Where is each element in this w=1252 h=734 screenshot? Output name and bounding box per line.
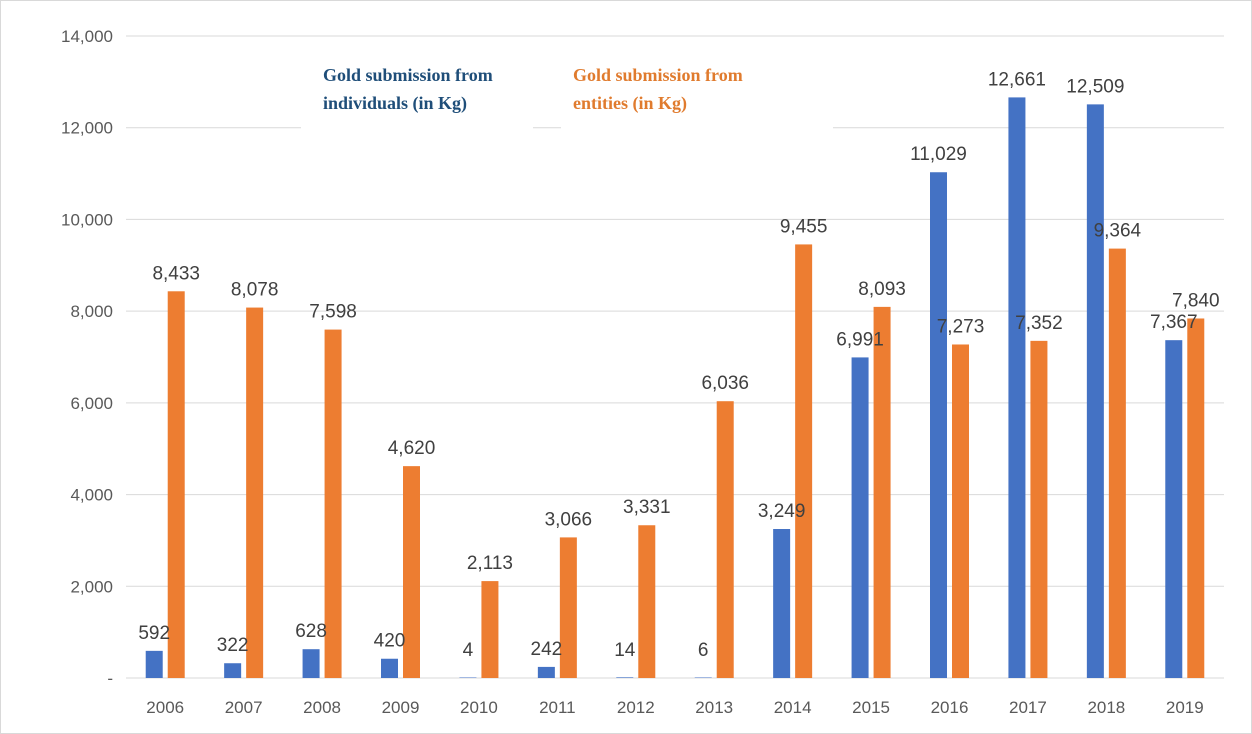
x-tick-label: 2006 — [146, 698, 184, 717]
data-label-individuals: 628 — [295, 621, 327, 642]
x-tick-label: 2014 — [774, 698, 812, 717]
bar-individuals — [1086, 104, 1104, 679]
y-tick-label: 14,000 — [61, 27, 113, 46]
data-label-entities: 3,066 — [545, 509, 593, 530]
bar-individuals — [694, 677, 712, 678]
x-tick-label: 2010 — [460, 698, 498, 717]
data-label-individuals: 3,249 — [758, 501, 806, 522]
x-tick-label: 2019 — [1166, 698, 1204, 717]
data-label-entities: 2,113 — [467, 553, 513, 574]
data-label-entities: 8,078 — [231, 280, 279, 301]
x-tick-label: 2007 — [225, 698, 263, 717]
legend: Gold submission from individuals (in Kg)… — [301, 53, 833, 133]
legend-individuals-line2: individuals (in Kg) — [323, 93, 467, 114]
bar-entities — [246, 307, 264, 678]
x-tick-label: 2009 — [382, 698, 420, 717]
bar-entities — [638, 525, 656, 678]
x-tick-label: 2011 — [539, 698, 576, 717]
y-tick-label: 8,000 — [70, 302, 113, 321]
data-label-entities: 9,364 — [1094, 221, 1142, 242]
x-tick-label: 2008 — [303, 698, 341, 717]
y-tick-label: 2,000 — [70, 577, 113, 596]
data-label-entities: 7,840 — [1172, 290, 1220, 311]
bar-individuals — [381, 658, 398, 678]
bar-entities — [167, 291, 185, 678]
bar-individuals — [930, 172, 947, 678]
bar-entities — [1030, 340, 1048, 678]
y-tick-label: 6,000 — [70, 394, 113, 413]
data-label-entities: 7,598 — [309, 302, 357, 323]
bar-entities — [559, 537, 577, 678]
x-tick-label: 2013 — [695, 698, 733, 717]
data-label-entities: 8,093 — [858, 279, 906, 300]
legend-entities-backdrop — [561, 53, 833, 133]
data-label-individuals: 12,661 — [988, 69, 1046, 90]
data-label-individuals: 592 — [138, 623, 170, 644]
bar-entities — [795, 244, 813, 678]
bar-entities — [873, 306, 891, 678]
bar-individuals — [773, 529, 791, 678]
y-tick-label: 4,000 — [70, 486, 113, 505]
bar-individuals — [851, 357, 869, 678]
data-label-individuals: 4 — [463, 640, 474, 661]
x-axis: 2006 2007 2008 2009 2010 2011 2012 2013 2014 2015… — [146, 698, 1203, 717]
x-tick-label: 2018 — [1087, 698, 1125, 717]
data-label-individuals: 11,029 — [910, 144, 967, 165]
bar-entities — [716, 401, 734, 678]
bar-individuals — [616, 677, 634, 678]
y-tick-label: 10,000 — [61, 210, 113, 229]
bar-individuals — [1165, 340, 1183, 678]
data-labels: 592 8,433 322 8,078 628 7,598 420 4,620 4 2,113 24… — [138, 69, 1219, 661]
bar-individuals — [459, 677, 477, 678]
bar-entities — [1187, 318, 1205, 678]
y-tick-label: 12,000 — [61, 119, 113, 138]
data-label-individuals: 322 — [217, 635, 249, 656]
bars — [145, 97, 1205, 679]
bar-entities — [481, 581, 499, 678]
legend-individuals-backdrop — [301, 53, 533, 133]
bar-entities — [952, 344, 969, 678]
x-tick-label: 2016 — [931, 698, 969, 717]
bar-individuals — [537, 666, 555, 678]
data-label-individuals: 6 — [698, 640, 709, 661]
data-label-individuals: 14 — [614, 640, 636, 661]
y-tick-label: - — [107, 669, 113, 688]
data-label-individuals: 7,367 — [1150, 312, 1198, 333]
data-label-entities: 3,331 — [623, 497, 671, 518]
bar-entities — [324, 329, 342, 678]
legend-entities-line1: Gold submission from — [573, 65, 743, 85]
data-label-entities: 7,352 — [1015, 313, 1063, 334]
data-label-entities: 8,433 — [152, 263, 200, 284]
legend-entities-line2: entities (in Kg) — [573, 93, 687, 114]
bar-entities — [1108, 248, 1126, 678]
data-label-individuals: 6,991 — [836, 329, 884, 350]
bar-entities — [403, 466, 420, 678]
data-label-entities: 6,036 — [701, 373, 749, 394]
data-label-entities: 4,620 — [388, 438, 436, 459]
x-tick-label: 2017 — [1009, 698, 1047, 717]
y-axis: - 2,000 4,000 6,000 8,000 10,000 12,000 14,000 — [61, 27, 113, 688]
data-label-entities: 7,273 — [937, 316, 985, 337]
data-label-individuals: 420 — [374, 631, 406, 652]
bar-individuals — [224, 663, 242, 678]
bar-individuals — [1008, 97, 1026, 679]
legend-individuals-line1: Gold submission from — [323, 65, 493, 85]
x-tick-label: 2015 — [852, 698, 890, 717]
bar-individuals — [302, 649, 320, 678]
bar-individuals — [145, 650, 163, 678]
x-tick-label: 2012 — [617, 698, 655, 717]
data-label-individuals: 242 — [531, 639, 563, 660]
data-label-individuals: 12,509 — [1066, 76, 1124, 97]
data-label-entities: 9,455 — [780, 216, 828, 237]
